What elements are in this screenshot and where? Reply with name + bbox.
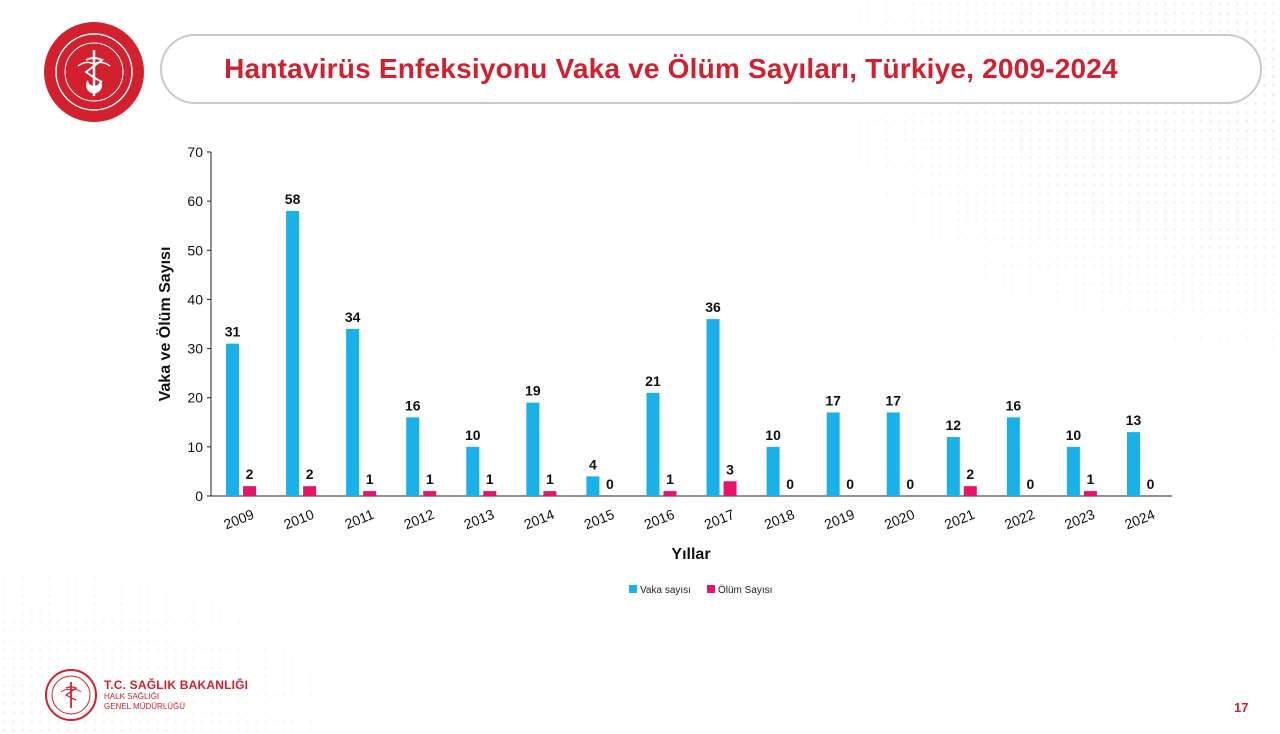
legend-label-olum: Ölüm Sayısı [718,584,772,596]
x-tick-label: 2017 [702,506,737,533]
bar-vaka [226,343,240,496]
legend-swatch-olum [707,585,715,593]
org-name-line1: T.C. SAĞLIK BAKANLIĞI [104,678,249,692]
y-tick-label: 30 [187,341,203,357]
y-axis-label: Vaka ve Ölüm Sayısı [155,247,174,402]
data-label-vaka: 13 [1126,412,1142,428]
x-tick-label: 2012 [401,506,436,533]
org-name-line2: HALK SAĞLIĞI [104,692,160,701]
page-number: 17 [1234,700,1249,715]
data-label-olum: 0 [1026,476,1034,492]
data-label-vaka: 16 [405,397,421,413]
data-label-vaka: 21 [645,373,661,389]
bar-olum [963,486,977,496]
data-label-vaka: 31 [225,324,241,340]
org-name-line3: GENEL MÜDÜRLÜĞÜ [104,702,186,711]
background-dot-pattern-lower [0,474,520,734]
bar-vaka [1066,446,1080,496]
data-label-vaka: 10 [1066,427,1082,443]
data-label-olum: 0 [906,476,914,492]
bar-vaka [826,412,840,496]
bar-vaka [286,210,300,496]
x-tick-label: 2020 [882,506,917,533]
data-label-olum: 3 [726,461,734,477]
data-label-vaka: 10 [765,427,781,443]
legend-label-vaka: Vaka sayısı [640,585,691,596]
data-label-vaka: 58 [285,191,301,207]
y-tick-label: 40 [187,291,203,307]
x-tick-label: 2022 [1002,506,1037,533]
bar-olum [243,486,257,496]
bar-vaka [346,328,360,496]
data-label-olum: 1 [426,471,434,487]
data-label-olum: 1 [1087,471,1095,487]
data-label-olum: 2 [966,466,974,482]
organization-name: T.C. SAĞLIK BAKANLIĞI HALK SAĞLIĞI GENEL… [104,678,248,712]
x-tick-label: 2019 [822,506,857,533]
data-label-olum: 1 [486,471,494,487]
bar-vaka [946,437,960,496]
bar-olum [363,491,377,496]
y-tick-label: 20 [187,390,203,406]
y-tick-label: 70 [187,144,203,160]
bar-vaka [886,412,900,496]
data-label-vaka: 4 [589,456,597,472]
page-title: Hantavirüs Enfeksiyonu Vaka ve Ölüm Sayı… [224,53,1118,84]
y-tick-label: 0 [195,488,203,504]
bar-olum [303,486,317,496]
x-tick-label: 2016 [642,506,677,533]
data-label-vaka: 36 [705,299,721,315]
x-tick-label: 2023 [1062,506,1097,533]
x-tick-label: 2011 [342,506,376,532]
y-tick-label: 10 [187,439,203,455]
bar-olum [1083,491,1097,496]
data-label-vaka: 34 [345,309,361,325]
data-label-vaka: 12 [945,417,961,433]
data-label-olum: 0 [846,476,854,492]
data-label-vaka: 17 [825,392,841,408]
x-axis-label: Yıllar [671,546,710,563]
y-tick-label: 50 [187,242,203,258]
data-label-vaka: 17 [885,392,901,408]
bar-vaka [406,417,420,496]
bar-vaka [466,446,480,496]
title-banner: Hantavirüs Enfeksiyonu Vaka ve Ölüm Sayı… [160,34,1262,104]
bar-olum [423,491,437,496]
y-tick-label: 60 [187,193,203,209]
x-tick-label: 2009 [221,506,256,533]
ministry-seal-icon [45,669,97,721]
data-label-olum: 0 [1147,476,1155,492]
x-tick-label: 2024 [1122,506,1157,533]
legend-swatch-vaka [629,585,637,593]
x-tick-label: 2010 [281,506,316,533]
bar-olum [723,481,737,496]
ministry-seal-icon [44,22,144,122]
x-tick-label: 2021 [942,506,977,533]
bar-vaka [1126,432,1140,496]
bar-vaka [706,319,720,496]
bar-olum [663,491,677,496]
data-label-vaka: 19 [525,383,541,399]
data-label-olum: 2 [246,466,254,482]
data-label-olum: 2 [306,466,314,482]
x-tick-label: 2018 [762,506,797,533]
x-tick-label: 2014 [522,506,557,533]
bar-vaka [586,476,600,496]
bar-olum [483,491,497,496]
data-label-olum: 1 [666,471,674,487]
bar-vaka [1006,417,1020,496]
bar-olum [543,491,557,496]
data-label-olum: 0 [606,476,614,492]
data-label-olum: 1 [366,471,374,487]
data-label-olum: 1 [546,471,554,487]
data-label-olum: 0 [786,476,794,492]
data-label-vaka: 16 [1006,397,1022,413]
x-tick-label: 2013 [462,506,497,533]
bar-vaka [526,402,540,496]
x-tick-label: 2015 [582,506,617,533]
bar-vaka [766,446,780,496]
bar-vaka [646,392,660,496]
data-label-vaka: 10 [465,427,481,443]
